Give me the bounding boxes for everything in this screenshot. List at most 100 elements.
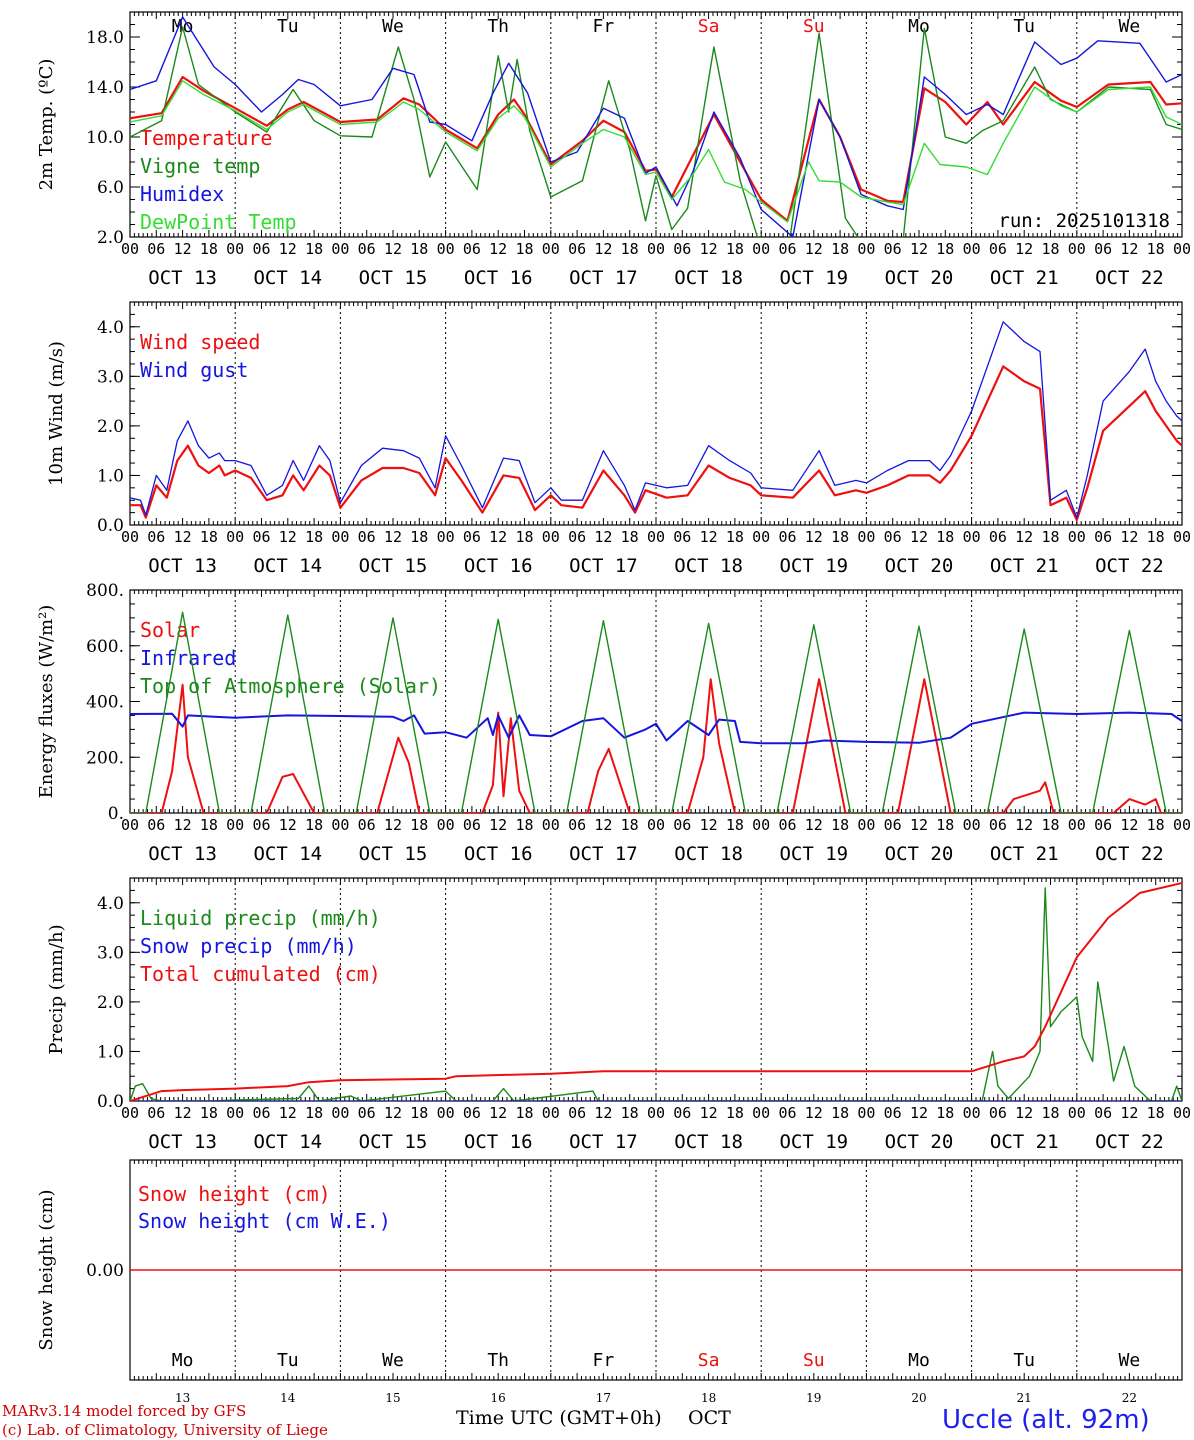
hour-tick-label: 18 <box>305 1104 323 1122</box>
hour-tick-label: 12 <box>594 1104 612 1122</box>
y-tick-label: 0.00 <box>86 1261 124 1281</box>
day-number-label: 21 <box>1017 1391 1032 1405</box>
hour-tick-label: 00 <box>857 1104 875 1122</box>
weekday-label: Th <box>487 16 509 37</box>
hour-tick-label: 06 <box>1094 1104 1112 1122</box>
y-tick-label: 200. <box>86 748 124 768</box>
hour-tick-label: 00 <box>1068 240 1086 258</box>
day-number-label: 15 <box>385 1391 400 1405</box>
hour-tick-label: 12 <box>489 528 507 546</box>
hour-tick-label: 12 <box>910 240 928 258</box>
date-label: OCT 21 <box>990 267 1059 289</box>
weekday-label: We <box>1119 16 1141 37</box>
hour-tick-label: 18 <box>410 528 428 546</box>
hour-tick-label: 12 <box>174 240 192 258</box>
weekday-label: Sa <box>698 16 720 37</box>
date-label: OCT 22 <box>1095 1131 1164 1153</box>
date-label: OCT 15 <box>359 1131 428 1153</box>
y-tick-label: 800. <box>86 581 124 601</box>
date-label: OCT 15 <box>359 555 428 577</box>
hour-tick-label: 12 <box>1120 1104 1138 1122</box>
day-number-label: 22 <box>1122 1391 1137 1405</box>
legend-entry: Top of Atmosphere (Solar) <box>140 674 441 698</box>
hour-tick-label: 06 <box>463 1104 481 1122</box>
y-tick-label: 6.0 <box>97 178 124 198</box>
date-label: OCT 19 <box>779 1131 848 1153</box>
hour-tick-label: 12 <box>594 816 612 834</box>
panel-5: 0.00 Snow height (cm) Mo Tu We Th Fr Sa Su Mo Tu We… <box>36 1159 1183 1405</box>
hour-tick-label: 06 <box>778 240 796 258</box>
hour-tick-label: 12 <box>489 816 507 834</box>
hour-tick-label: 18 <box>621 1104 639 1122</box>
y-tick-label: 3.0 <box>97 367 124 387</box>
legend-entry: Snow height (cm) <box>138 1182 331 1206</box>
hour-tick-label: 06 <box>252 240 270 258</box>
weekday-label: Tu <box>277 1350 299 1371</box>
hour-tick-label: 12 <box>700 528 718 546</box>
hour-tick-label: 00 <box>1173 528 1191 546</box>
hour-tick-label: 00 <box>226 240 244 258</box>
hour-tick-label: 12 <box>910 1104 928 1122</box>
date-label: OCT 16 <box>464 555 533 577</box>
hour-tick-label: 12 <box>1120 816 1138 834</box>
hour-tick-label: 06 <box>568 240 586 258</box>
hour-tick-label: 12 <box>1015 1104 1033 1122</box>
date-label: OCT 20 <box>885 555 954 577</box>
hour-tick-label: 06 <box>147 240 165 258</box>
y-tick-label: 14.0 <box>86 78 124 98</box>
hour-tick-label: 18 <box>305 816 323 834</box>
weekday-label: We <box>382 1350 404 1371</box>
hour-tick-label: 12 <box>1015 816 1033 834</box>
hour-tick-label: 18 <box>831 528 849 546</box>
date-label: OCT 13 <box>148 267 217 289</box>
hour-tick-label: 00 <box>1068 528 1086 546</box>
hour-tick-label: 18 <box>1041 816 1059 834</box>
date-label: OCT 14 <box>253 1131 322 1153</box>
date-label: OCT 19 <box>779 843 848 865</box>
hour-tick-label: 00 <box>1173 816 1191 834</box>
hour-tick-label: 18 <box>936 240 954 258</box>
legend-entry: Solar <box>140 618 200 642</box>
series-line-dewpoint-temp <box>130 80 1182 223</box>
hour-tick-label: 06 <box>463 816 481 834</box>
weekday-label: We <box>382 16 404 37</box>
hour-tick-label: 18 <box>726 816 744 834</box>
hour-tick-label: 00 <box>331 816 349 834</box>
y-tick-label: 4.0 <box>97 318 124 338</box>
hour-tick-label: 12 <box>384 1104 402 1122</box>
hour-tick-label: 12 <box>700 1104 718 1122</box>
hour-tick-label: 12 <box>279 816 297 834</box>
hour-tick-label: 18 <box>1147 1104 1165 1122</box>
date-label: OCT 22 <box>1095 267 1164 289</box>
hour-tick-label: 06 <box>989 816 1007 834</box>
date-label: OCT 15 <box>359 843 428 865</box>
date-label: OCT 14 <box>253 267 322 289</box>
credit-lab: (c) Lab. of Climatology, University of L… <box>2 1421 328 1439</box>
x-axis-label: Time UTC (GMT+0h) <box>456 1407 662 1429</box>
hour-tick-label: 06 <box>778 528 796 546</box>
credit-model: MARv3.14 model forced by GFS <box>2 1402 246 1420</box>
day-number-label: 13 <box>175 1391 190 1405</box>
hour-tick-label: 18 <box>1041 1104 1059 1122</box>
day-number-label: 19 <box>806 1391 821 1405</box>
hour-tick-label: 12 <box>1015 528 1033 546</box>
hour-tick-label: 12 <box>700 240 718 258</box>
weekday-label: Tu <box>1013 1350 1035 1371</box>
hour-tick-label: 00 <box>437 1104 455 1122</box>
x-axis-month: OCT <box>688 1407 731 1429</box>
hour-tick-label: 00 <box>647 816 665 834</box>
hour-tick-label: 06 <box>673 1104 691 1122</box>
series-line-temperature <box>130 75 1182 222</box>
hour-tick-label: 06 <box>463 240 481 258</box>
legend-entry: Temperature <box>140 126 272 150</box>
day-number-label: 16 <box>491 1391 506 1405</box>
y-tick-label: 400. <box>86 693 124 713</box>
hour-tick-label: 00 <box>226 528 244 546</box>
weekday-label: Mo <box>172 1350 194 1371</box>
hour-tick-label: 00 <box>121 1104 139 1122</box>
footer: MARv3.14 model forced by GFS (c) Lab. of… <box>2 1402 1150 1439</box>
series-line-infrared <box>130 711 1182 745</box>
weekday-label: Tu <box>1013 16 1035 37</box>
hour-tick-label: 06 <box>778 816 796 834</box>
legend-entry: Humidex <box>140 182 224 206</box>
